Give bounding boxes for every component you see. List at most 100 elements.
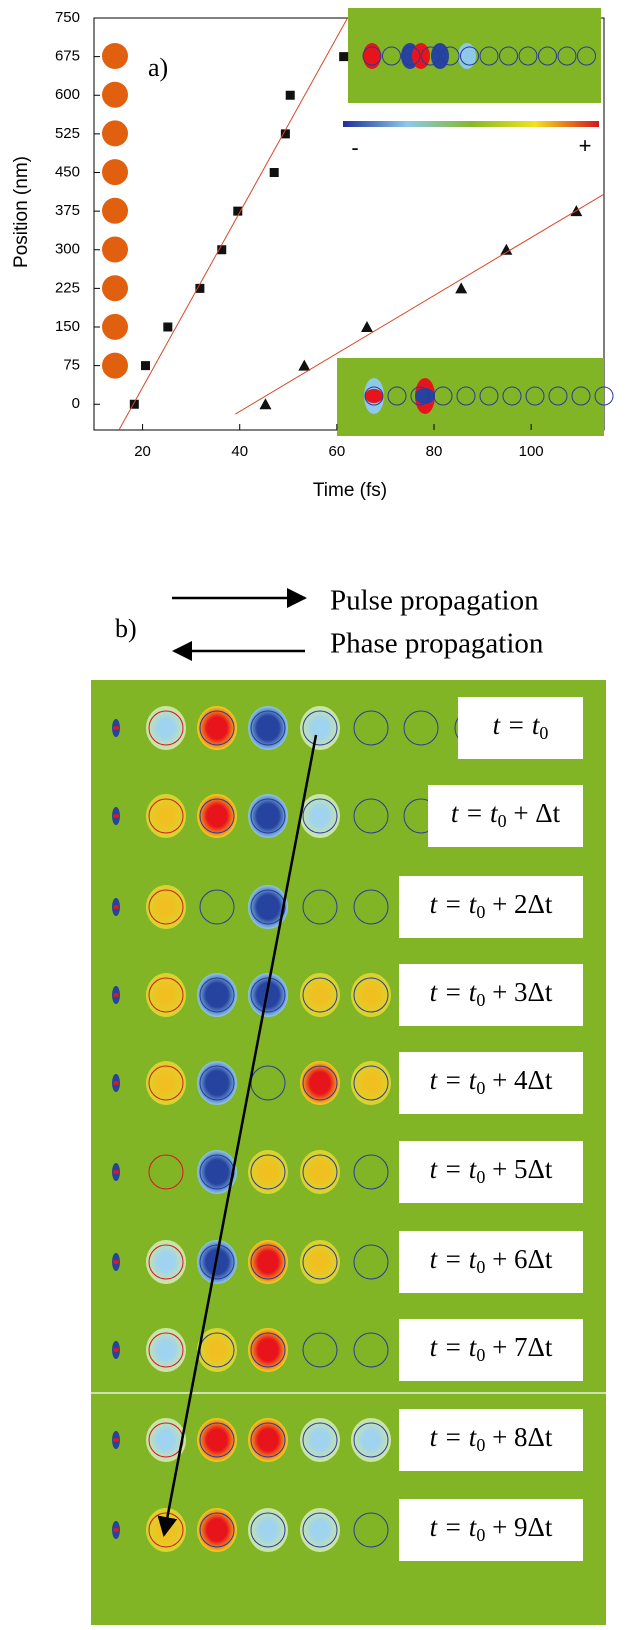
time-label-part: 0 xyxy=(476,1435,485,1455)
time-label-part: + 9Δt xyxy=(485,1512,553,1542)
particle-outline xyxy=(479,46,499,66)
particle-outline xyxy=(362,46,382,66)
time-label-part: 0 xyxy=(476,1078,485,1098)
field-blob xyxy=(248,1150,288,1194)
time-label-part: 0 xyxy=(476,902,485,922)
particle-outline xyxy=(440,46,460,66)
time-label-part: + 5Δt xyxy=(485,1154,553,1184)
particle-outline xyxy=(199,1422,235,1458)
particle-outline xyxy=(525,386,545,406)
particle-outline xyxy=(302,977,338,1013)
particle-outline xyxy=(353,798,389,834)
particle-outline xyxy=(250,977,286,1013)
particle-outline xyxy=(302,1422,338,1458)
panel-label: b) xyxy=(115,614,137,643)
field-blob xyxy=(351,1418,391,1462)
legend-text: Pulse propagation xyxy=(330,585,539,617)
point xyxy=(195,283,205,293)
particle-outline xyxy=(302,1332,338,1368)
x-tick-label: 100 xyxy=(519,443,544,460)
time-label: t = t0 + Δt xyxy=(451,798,561,831)
field-blob xyxy=(146,706,186,750)
particle-outline xyxy=(456,386,476,406)
time-label-part: 0 xyxy=(539,723,548,743)
field-blob xyxy=(300,1418,340,1462)
y-tick-label: 150 xyxy=(55,318,80,335)
field-blob xyxy=(300,1240,340,1284)
field-blob xyxy=(300,1061,340,1105)
time-box xyxy=(399,1409,583,1471)
inset-bottom xyxy=(337,358,614,436)
particle-outline xyxy=(353,1512,389,1548)
particle xyxy=(102,313,128,340)
particle-outline xyxy=(571,386,591,406)
legend-text: Phase propagation xyxy=(330,628,544,660)
field-blob xyxy=(248,973,288,1017)
particle-outline xyxy=(502,386,522,406)
colorbar xyxy=(343,121,599,127)
y-tick-label: 0 xyxy=(72,395,80,412)
x-axis-label: Time (fs) xyxy=(313,480,387,501)
field-blob xyxy=(146,1061,186,1105)
particle-outline xyxy=(401,46,421,66)
time-label: t = t0 + 5Δt xyxy=(430,1154,553,1187)
particle-outline xyxy=(302,1065,338,1101)
time-label-part: + 7Δt xyxy=(485,1332,553,1362)
particle-outline xyxy=(250,798,286,834)
time-label-part: t = t xyxy=(430,1065,478,1095)
particle-outline xyxy=(479,386,499,406)
particle-outline xyxy=(199,1512,235,1548)
particle-outline xyxy=(433,386,453,406)
particle-outline xyxy=(302,798,338,834)
y-tick-label: 675 xyxy=(55,48,80,65)
field-blob xyxy=(197,973,237,1017)
particle-outline xyxy=(148,710,184,746)
point xyxy=(339,52,349,62)
particle-outline xyxy=(250,1332,286,1368)
particle-outline xyxy=(353,1244,389,1280)
field-blob xyxy=(197,1508,237,1552)
time-label: t = t0 + 6Δt xyxy=(430,1244,553,1277)
point xyxy=(217,245,227,255)
particle-outline xyxy=(518,46,538,66)
y-tick-label: 600 xyxy=(55,86,80,103)
time-box xyxy=(399,876,583,938)
point xyxy=(233,206,243,216)
time-box xyxy=(399,1141,583,1203)
particle-outline xyxy=(353,889,389,925)
particle-outline xyxy=(148,1154,184,1190)
field-blob xyxy=(197,1061,237,1105)
time-label-part: t = t xyxy=(430,1154,478,1184)
field-blob xyxy=(113,1081,119,1085)
field-blob xyxy=(113,1260,119,1264)
field-blob xyxy=(113,1348,119,1352)
particle-outline xyxy=(199,1244,235,1280)
field-blob xyxy=(197,1150,237,1194)
point xyxy=(163,322,173,332)
field-blob xyxy=(197,1328,237,1372)
particle-outline xyxy=(302,1154,338,1190)
particle-outline xyxy=(148,977,184,1013)
time-box xyxy=(399,1499,583,1561)
field-blob xyxy=(113,726,119,730)
time-box xyxy=(399,1231,583,1293)
field-blob xyxy=(300,706,340,750)
particle-outline xyxy=(499,46,518,66)
particle-outline xyxy=(148,889,184,925)
time-box xyxy=(399,1052,583,1114)
particle-outline xyxy=(382,46,401,66)
time-label-part: t = t xyxy=(430,1422,478,1452)
field-blob xyxy=(197,1418,237,1462)
particle-outline xyxy=(460,46,479,66)
particle-outline xyxy=(199,977,235,1013)
field-blob xyxy=(248,1508,288,1552)
y-axis-label: Position (nm) xyxy=(11,156,32,268)
particle-outline xyxy=(250,1244,286,1280)
field-blob xyxy=(300,1508,340,1552)
field-blob xyxy=(248,706,288,750)
point xyxy=(259,398,272,410)
particle-outline xyxy=(250,1422,286,1458)
time-box xyxy=(399,1319,583,1381)
particle xyxy=(102,197,128,224)
